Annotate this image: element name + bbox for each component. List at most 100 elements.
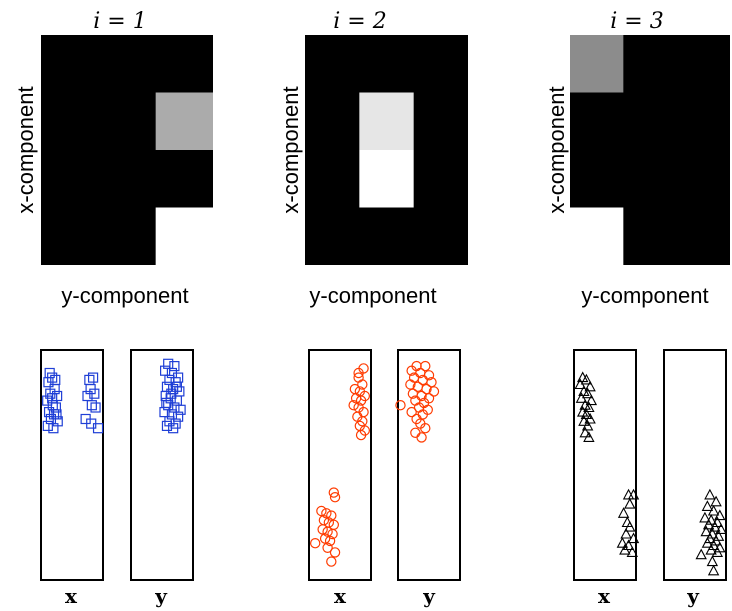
scatter-point: [574, 378, 586, 390]
scatter-point: [44, 367, 55, 379]
heatmap-cell: [570, 35, 624, 93]
scatter-point: [578, 415, 590, 426]
scatter-point: [326, 510, 337, 521]
scatter-frame: [308, 349, 372, 581]
scatter-point: [322, 542, 333, 554]
panel-3-ylabel: x-component: [544, 86, 569, 213]
panel-2-xlabel: y-component: [309, 283, 436, 308]
scatter-point: [584, 412, 596, 424]
scatter-point: [328, 487, 339, 498]
scatter-point: [620, 527, 632, 539]
scatter-point: [348, 400, 359, 411]
scatter-point: [316, 505, 327, 517]
panel-1: i = 1 y-component x-component x y: [13, 9, 213, 608]
heatmap-cell: [155, 92, 213, 150]
scatter-point: [171, 381, 182, 392]
scatter-point: [579, 426, 591, 438]
heatmap-cell: [570, 207, 624, 265]
scatter-point: [161, 397, 172, 408]
scatter-point: [329, 547, 341, 558]
scatter-point: [580, 408, 593, 419]
scatter-point: [701, 500, 714, 511]
panel-2-ylabel: x-component: [278, 86, 303, 213]
scatter-point: [627, 488, 640, 500]
scatter-point: [327, 528, 338, 540]
panel-2-x-scatter: [308, 349, 372, 581]
scatter-point: [584, 380, 596, 392]
scatter-point: [699, 511, 711, 523]
scatter-point: [168, 423, 179, 434]
scatter-point: [89, 388, 100, 399]
scatter-point: [624, 497, 636, 509]
scatter-point: [616, 537, 629, 548]
panel-1-xlabel: y-component: [61, 283, 188, 308]
panel-1-title: i = 1: [93, 9, 146, 34]
scatter-point: [709, 520, 721, 532]
scatter-point: [47, 393, 58, 404]
scatter-point: [583, 431, 595, 442]
scatter-point: [87, 372, 99, 383]
scatter-point: [48, 423, 59, 434]
scatter-point: [350, 393, 362, 404]
scatter-point: [575, 392, 588, 403]
panel-1-y-label: y: [154, 584, 168, 608]
scatter-point: [326, 556, 337, 567]
panel-3: i = 3 y-component x-component x y: [544, 9, 730, 608]
panel-1-y-scatter: [130, 349, 194, 581]
panel-3-y-label: y: [686, 584, 700, 608]
scatter-point: [42, 420, 53, 431]
scatter-point: [416, 432, 427, 443]
scatter-point: [321, 508, 332, 519]
scatter-point: [92, 423, 104, 434]
scatter-point: [581, 387, 594, 399]
scatter-point: [583, 401, 595, 413]
panel-2-grid: [305, 35, 468, 265]
scatter-point: [161, 420, 173, 431]
panel-3-y-scatter: [663, 349, 727, 581]
panel-2-y-label: y: [422, 584, 436, 608]
heatmap-cell: [155, 207, 213, 265]
scatter-point: [322, 526, 333, 537]
scatter-frame: [397, 349, 461, 581]
scatter-point: [704, 488, 716, 500]
scatter-point: [715, 523, 727, 534]
panel-2-title: i = 2: [333, 9, 386, 34]
scatter-point: [406, 406, 417, 418]
panel-1-ylabel: x-component: [13, 86, 38, 213]
scatter-point: [319, 533, 331, 544]
scatter-point: [324, 535, 336, 547]
heatmap-cell: [359, 150, 414, 208]
scatter-point: [619, 543, 631, 555]
panel-1-x-scatter: [40, 349, 104, 581]
scatter-point: [585, 394, 598, 406]
scatter-point: [707, 504, 720, 516]
panel-3-x-label: x: [598, 584, 611, 608]
scatter-point: [626, 546, 638, 557]
panel-3-title: i = 3: [610, 9, 663, 34]
scatter-point: [355, 429, 367, 441]
scatter-point: [86, 400, 97, 411]
scatter-point: [627, 532, 640, 544]
scatter-point: [714, 509, 726, 521]
panel-2: i = 2 y-component x-component x y: [278, 9, 468, 608]
scatter-point: [710, 495, 722, 507]
scatter-point: [420, 423, 431, 434]
scatter-point: [581, 419, 594, 431]
scatter-point: [357, 379, 368, 390]
scatter-point: [420, 360, 431, 372]
scatter-point: [705, 543, 717, 555]
panel-3-grid: [570, 35, 730, 265]
panel-1-x-label: x: [65, 584, 78, 608]
scatter-point: [428, 386, 440, 397]
panel-1-grid: [41, 35, 213, 265]
scatter-point: [395, 400, 406, 411]
scatter-point: [405, 379, 416, 390]
panel-3-xlabel: y-component: [581, 283, 708, 308]
scatter-frame: [663, 349, 727, 581]
scatter-point: [421, 383, 432, 395]
scatter-point: [701, 537, 714, 548]
scatter-point: [695, 548, 707, 560]
scatter-point: [50, 374, 61, 385]
panel-3-x-scatter: [573, 349, 640, 581]
scatter-point: [90, 402, 101, 413]
